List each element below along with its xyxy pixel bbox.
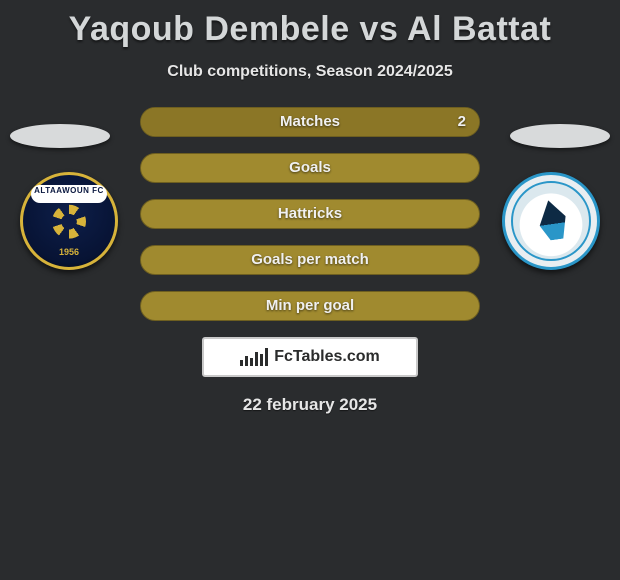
crest-halo-right	[510, 124, 610, 148]
bar-track	[140, 199, 480, 229]
footer-date: 22 february 2025	[0, 395, 620, 415]
page-title: Yaqoub Dembele vs Al Battat	[0, 0, 620, 49]
team-crest-left: ALTAAWOUN FC 1956	[20, 172, 118, 270]
page-subtitle: Club competitions, Season 2024/2025	[0, 63, 620, 81]
brand-name: FcTables.com	[274, 348, 380, 366]
bar-chart-icon	[240, 348, 268, 366]
comparison-bars: Matches2 Goals Hattricks Goals per match Min…	[140, 107, 480, 321]
stat-row-hattricks: Hattricks	[140, 199, 480, 229]
brand-logo[interactable]: FcTables.com	[202, 337, 418, 377]
stat-row-goals: Goals	[140, 153, 480, 183]
bar-fill-right	[141, 108, 479, 136]
stat-row-goals_per_match: Goals per match	[140, 245, 480, 275]
stat-row-min_per_goal: Min per goal	[140, 291, 480, 321]
bar-track	[140, 245, 480, 275]
bar-track	[140, 107, 480, 137]
crest-left-bottom-text: 1956	[23, 247, 115, 257]
bar-track	[140, 291, 480, 321]
team-crest-right	[502, 172, 600, 270]
stat-row-matches: Matches2	[140, 107, 480, 137]
crest-halo-left	[10, 124, 110, 148]
bar-track	[140, 153, 480, 183]
crest-left-top-text: ALTAAWOUN FC	[23, 186, 115, 195]
